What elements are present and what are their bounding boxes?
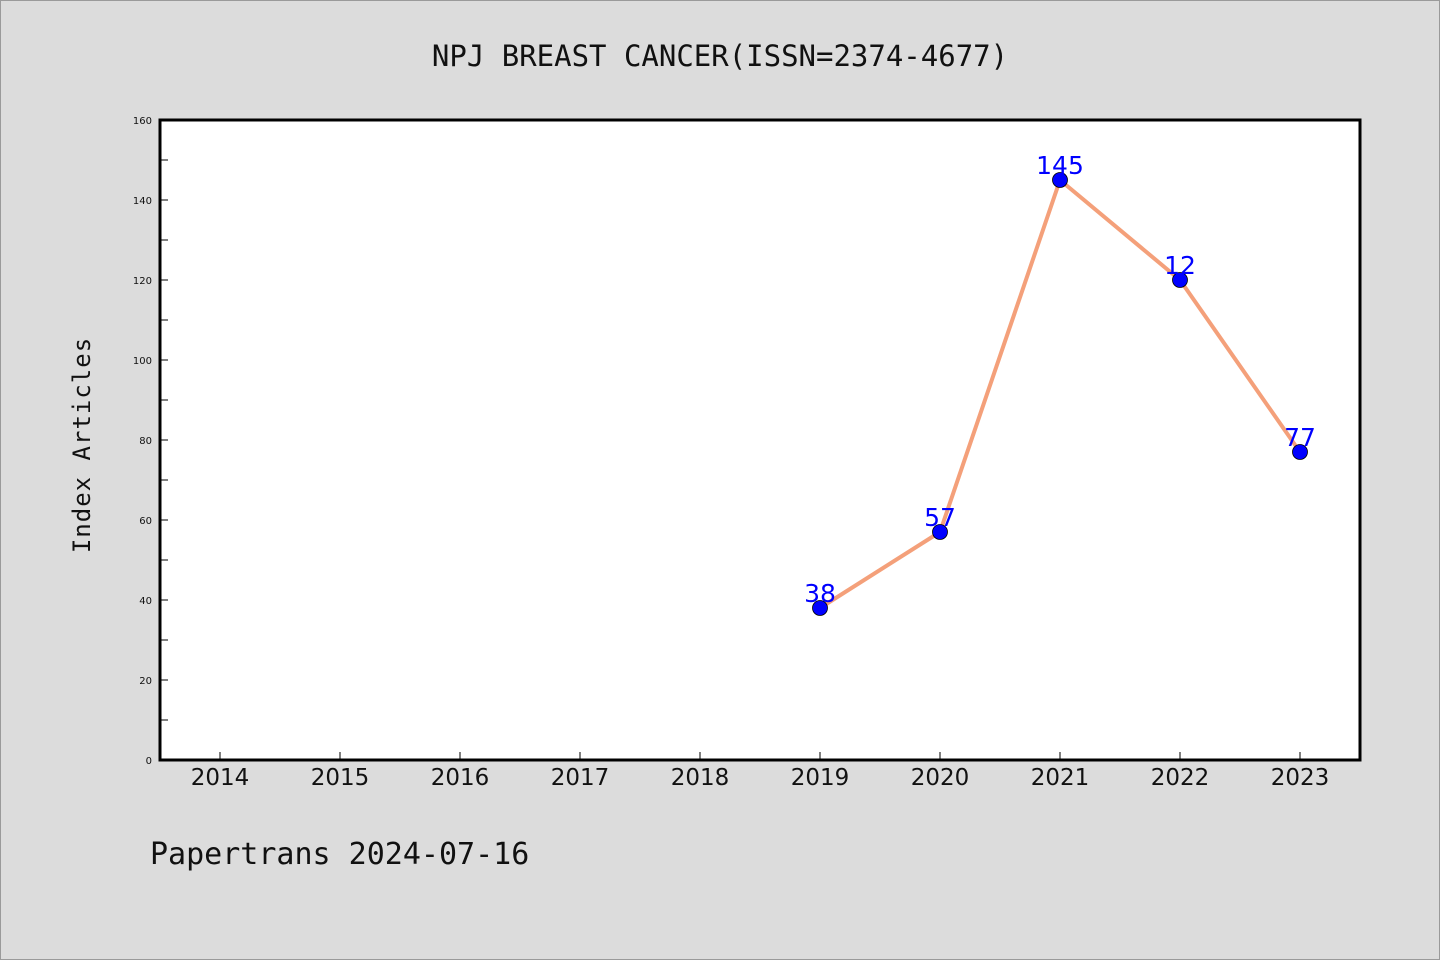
x-tick-label: 2023: [1271, 765, 1330, 791]
data-point-marker: [1172, 272, 1188, 288]
x-tick-label: 2017: [551, 765, 610, 791]
x-tick-label: 2016: [431, 765, 490, 791]
footer-text: Papertrans 2024-07-16: [150, 837, 529, 872]
x-tick-label: 2022: [1151, 765, 1210, 791]
x-tick-label: 2020: [911, 765, 970, 791]
x-tick-label: 2018: [671, 765, 730, 791]
y-axis-label: Index Articles: [68, 337, 96, 553]
data-label: 57: [924, 503, 956, 532]
y-tick-label: 0: [146, 756, 152, 767]
y-tick-label: 100: [133, 356, 152, 367]
axis-ticks: 0 20 40 60 80 100 120 140 160 2014 2015 2016 2017 201…: [133, 116, 1329, 791]
y-tick-label: 120: [133, 276, 152, 287]
data-label: 38: [804, 579, 836, 608]
data-point-marker: [1292, 444, 1308, 460]
x-tick-label: 2021: [1031, 765, 1090, 791]
data-label: 12: [1164, 251, 1196, 280]
data-point-marker: [932, 524, 948, 540]
data-label: 77: [1284, 423, 1316, 452]
x-tick-label: 2014: [191, 765, 250, 791]
y-tick-label: 140: [133, 196, 152, 207]
y-tick-label: 40: [139, 596, 152, 607]
y-tick-label: 160: [133, 116, 152, 127]
data-point-marker: [1052, 172, 1068, 188]
plot-area: [160, 120, 1360, 760]
plot-border: [158, 118, 1362, 762]
y-tick-label: 60: [139, 516, 152, 527]
chart-title: NPJ BREAST CANCER(ISSN=2374-4677): [432, 39, 1008, 73]
x-tick-label: 2015: [311, 765, 370, 791]
data-point-marker: [812, 600, 828, 616]
data-markers: [812, 172, 1308, 616]
data-label: 145: [1036, 151, 1084, 180]
data-labels: 38 57 145 12 77: [804, 151, 1316, 608]
x-tick-label: 2019: [791, 765, 850, 791]
y-tick-label: 80: [139, 436, 152, 447]
y-tick-label: 20: [139, 676, 152, 687]
